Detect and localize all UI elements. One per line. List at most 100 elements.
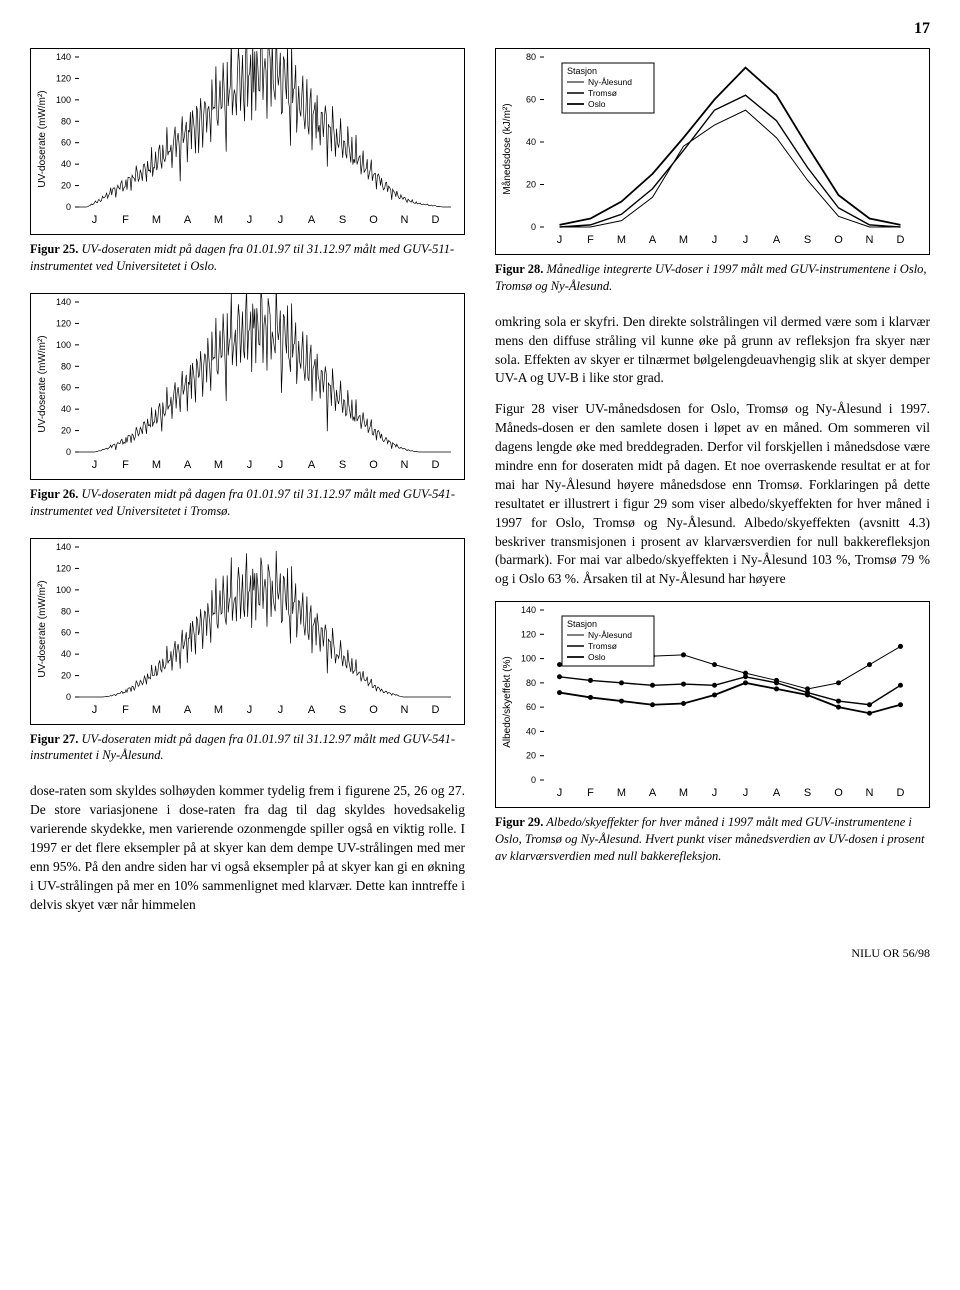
svg-text:20: 20 (61, 425, 71, 435)
svg-text:40: 40 (61, 649, 71, 659)
svg-text:Oslo: Oslo (588, 99, 606, 109)
svg-text:0: 0 (531, 222, 536, 232)
fig28-caption-text: Månedlige integrerte UV-doser i 1997 mål… (495, 262, 927, 293)
svg-text:Oslo: Oslo (588, 652, 606, 662)
svg-text:A: A (773, 787, 781, 799)
fig29-caption-text: Albedo/skyeffekter for hver måned i 1997… (495, 815, 924, 863)
svg-text:40: 40 (61, 159, 71, 169)
svg-text:M: M (214, 214, 223, 226)
svg-text:100: 100 (521, 654, 536, 664)
right-body-2: Figur 28 viser UV-månedsdosen for Oslo, … (495, 400, 930, 589)
svg-text:Stasjon: Stasjon (567, 66, 597, 76)
svg-text:80: 80 (61, 116, 71, 126)
svg-text:M: M (214, 704, 223, 716)
svg-text:J: J (278, 214, 284, 226)
svg-text:60: 60 (61, 138, 71, 148)
svg-text:M: M (617, 787, 626, 799)
svg-text:A: A (308, 214, 316, 226)
svg-text:Ny-Ålesund: Ny-Ålesund (588, 630, 632, 640)
svg-text:40: 40 (526, 727, 536, 737)
fig26-caption-text: UV-doseraten midt på dagen fra 01.01.97 … (30, 487, 455, 518)
svg-text:120: 120 (56, 563, 71, 573)
svg-text:J: J (712, 787, 718, 799)
svg-text:140: 140 (56, 542, 71, 552)
svg-text:J: J (92, 214, 98, 226)
svg-text:0: 0 (66, 202, 71, 212)
fig27-caption-bold: Figur 27. (30, 732, 78, 746)
svg-text:M: M (214, 459, 223, 471)
svg-text:140: 140 (56, 297, 71, 307)
svg-text:20: 20 (61, 670, 71, 680)
svg-text:60: 60 (526, 95, 536, 105)
svg-text:A: A (184, 214, 192, 226)
svg-text:M: M (152, 459, 161, 471)
fig26-caption-bold: Figur 26. (30, 487, 78, 501)
svg-text:N: N (401, 704, 409, 716)
svg-text:Tromsø: Tromsø (588, 88, 617, 98)
svg-text:120: 120 (521, 630, 536, 640)
svg-text:20: 20 (61, 181, 71, 191)
svg-text:J: J (247, 214, 253, 226)
svg-text:J: J (278, 704, 284, 716)
svg-text:A: A (308, 459, 316, 471)
svg-text:A: A (184, 704, 192, 716)
svg-text:Albedo/skyeffekt (%): Albedo/skyeffekt (%) (502, 656, 513, 748)
svg-text:Månedsdose (kJ/m²): Månedsdose (kJ/m²) (501, 103, 513, 194)
svg-text:80: 80 (61, 606, 71, 616)
left-body-text: dose-raten som skyldes solhøyden kommer … (30, 782, 465, 914)
fig25-caption: Figur 25. UV-doseraten midt på dagen fra… (30, 241, 465, 275)
svg-text:80: 80 (526, 678, 536, 688)
fig25-caption-text: UV-doseraten midt på dagen fra 01.01.97 … (30, 242, 454, 273)
svg-text:O: O (369, 459, 378, 471)
svg-text:Tromsø: Tromsø (588, 641, 617, 651)
svg-text:M: M (679, 787, 688, 799)
svg-text:J: J (92, 459, 98, 471)
page-number: 17 (30, 20, 930, 38)
svg-text:J: J (712, 234, 718, 246)
svg-text:D: D (432, 459, 440, 471)
fig29-chart: 020406080100120140JFMAMJJASONDAlbedo/sky… (495, 601, 930, 808)
svg-text:S: S (339, 704, 346, 716)
svg-text:J: J (278, 459, 284, 471)
svg-text:140: 140 (521, 605, 536, 615)
svg-text:M: M (152, 214, 161, 226)
svg-text:F: F (587, 234, 594, 246)
svg-text:S: S (804, 787, 811, 799)
svg-text:UV-doserate (mW/m²): UV-doserate (mW/m²) (37, 90, 48, 187)
svg-text:20: 20 (526, 751, 536, 761)
fig25-chart: 020406080100120140JFMAMJJASONDUV-doserat… (30, 48, 465, 235)
svg-text:Ny-Ålesund: Ny-Ålesund (588, 77, 632, 87)
svg-text:M: M (152, 704, 161, 716)
svg-text:S: S (339, 459, 346, 471)
fig28-caption: Figur 28. Månedlige integrerte UV-doser … (495, 261, 930, 295)
svg-text:100: 100 (56, 340, 71, 350)
svg-text:80: 80 (61, 361, 71, 371)
svg-text:J: J (557, 234, 563, 246)
svg-text:F: F (122, 459, 129, 471)
svg-text:60: 60 (526, 702, 536, 712)
svg-text:140: 140 (56, 52, 71, 62)
fig28-caption-bold: Figur 28. (495, 262, 543, 276)
svg-text:F: F (122, 214, 129, 226)
svg-text:D: D (897, 787, 905, 799)
svg-text:J: J (247, 459, 253, 471)
svg-text:120: 120 (56, 318, 71, 328)
fig25-caption-bold: Figur 25. (30, 242, 78, 256)
svg-text:60: 60 (61, 382, 71, 392)
svg-text:20: 20 (526, 180, 536, 190)
svg-text:UV-doserate (mW/m²): UV-doserate (mW/m²) (37, 335, 48, 432)
svg-text:F: F (587, 787, 594, 799)
svg-text:100: 100 (56, 95, 71, 105)
fig29-caption: Figur 29. Albedo/skyeffekter for hver må… (495, 814, 930, 865)
svg-text:40: 40 (526, 137, 536, 147)
svg-text:100: 100 (56, 584, 71, 594)
svg-text:D: D (432, 214, 440, 226)
svg-text:F: F (122, 704, 129, 716)
svg-text:N: N (866, 234, 874, 246)
svg-text:O: O (369, 214, 378, 226)
fig29-caption-bold: Figur 29. (495, 815, 543, 829)
footer: NILU OR 56/98 (30, 946, 930, 961)
svg-text:S: S (339, 214, 346, 226)
svg-text:J: J (743, 234, 749, 246)
svg-text:S: S (804, 234, 811, 246)
